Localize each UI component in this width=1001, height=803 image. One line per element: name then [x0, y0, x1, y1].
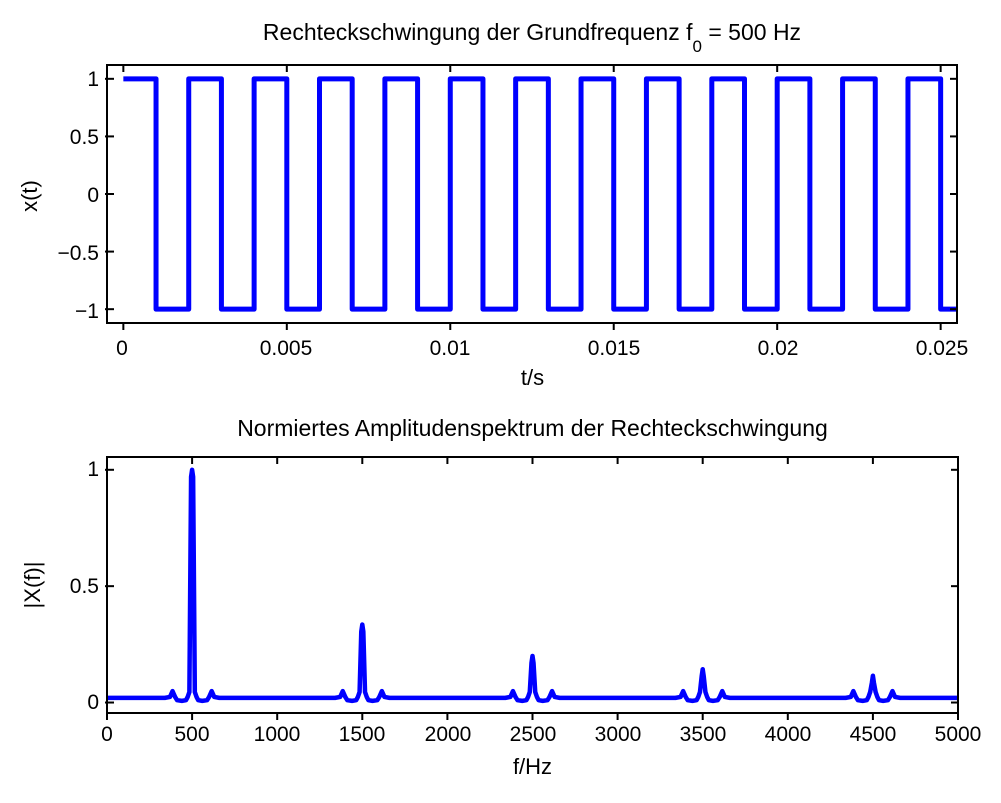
bottom-xtick-label: 2500: [509, 723, 557, 746]
bottom-xtick-label: 1500: [338, 723, 386, 746]
bottom-ytick-label: 1: [87, 458, 99, 481]
top-plot-xlabel: t/s: [520, 365, 545, 390]
top-xtick-label: 0.005: [259, 337, 313, 360]
top-xtick-label: 0.025: [915, 337, 969, 360]
top-ytick-label: 0.5: [69, 126, 99, 149]
top-ytick-label: 0: [87, 184, 99, 207]
top-plot-title-suffix: = 500 Hz: [701, 19, 802, 45]
top-ytick-label: 1: [87, 68, 99, 91]
top-xtick-label: 0.02: [757, 337, 799, 360]
bottom-xtick-label: 3000: [594, 723, 642, 746]
bottom-xtick-label: 5000: [934, 723, 982, 746]
square-wave-curve: [123, 76, 957, 312]
top-plot-title-subscript: 0: [692, 36, 702, 56]
top-xtick-label: 0.015: [587, 337, 641, 360]
bottom-ytick-label: 0.5: [69, 575, 99, 598]
amplitude-spectrum-curve: [107, 467, 958, 704]
bottom-xtick-label: 1000: [253, 723, 301, 746]
bottom-xtick-label: 4000: [764, 723, 812, 746]
bottom-xtick-label: 4500: [849, 723, 897, 746]
top-ytick-label: −1: [75, 300, 99, 323]
top-plot-box: [106, 64, 958, 324]
bottom-xtick-label: 2000: [424, 723, 472, 746]
bottom-xtick-label: 0: [101, 723, 113, 746]
bottom-plot-title: Normiertes Amplitudenspektrum der Rechte…: [237, 415, 828, 441]
top-ytick-label: −0.5: [57, 242, 99, 265]
bottom-plot-xlabel: f/Hz: [512, 754, 553, 779]
top-plot-title: Rechteckschwingung der Grundfrequenz f0 …: [107, 18, 957, 56]
top-xtick-label: 0: [116, 337, 128, 360]
bottom-xtick-label: 500: [174, 723, 210, 746]
bottom-ytick-label: 0: [87, 691, 99, 714]
top-xtick-label: 0.01: [429, 337, 471, 360]
top-plot-title-text: Rechteckschwingung der Grundfrequenz f: [262, 19, 693, 45]
bottom-xtick-label: 3500: [679, 723, 727, 746]
